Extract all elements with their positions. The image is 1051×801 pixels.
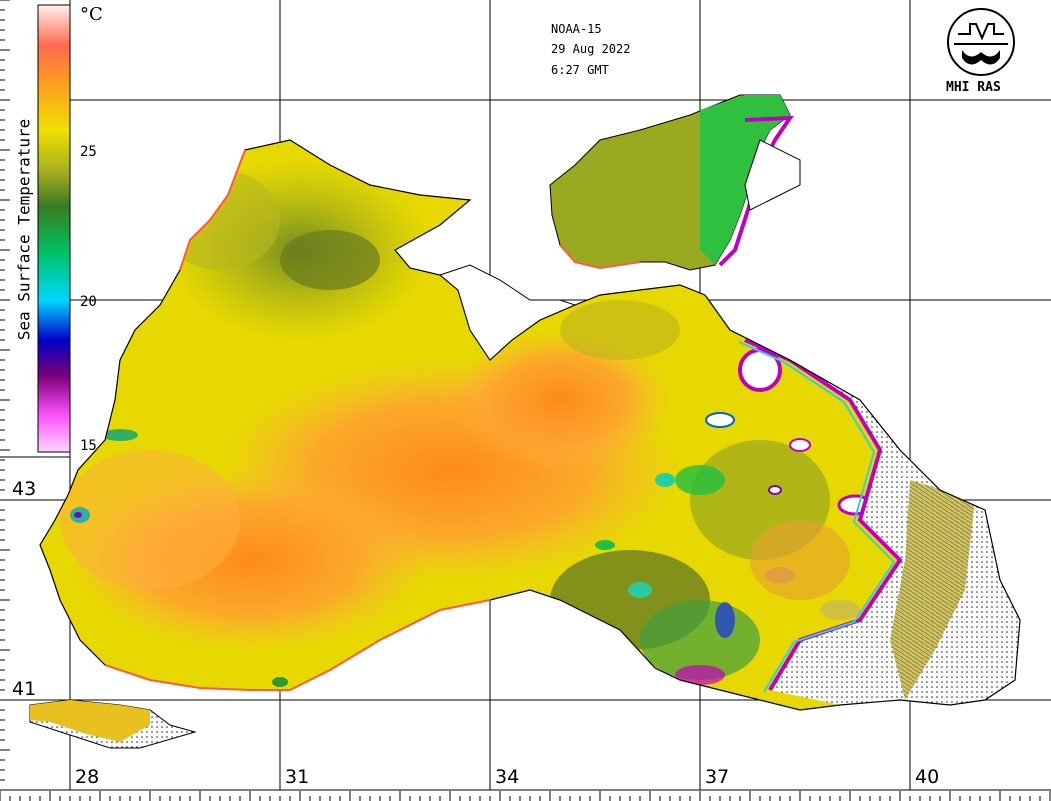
mhi-ras-logo-icon: [947, 8, 1015, 76]
lon-label-34: 34: [495, 766, 520, 788]
black-sea: [39, 139, 1021, 711]
lon-label-40: 40: [915, 766, 940, 788]
date-label: 29 Aug 2022: [551, 42, 631, 56]
lat-label-43: 43: [12, 478, 37, 500]
satellite-label: NOAA-15: [551, 22, 602, 36]
lon-label-37: 37: [705, 766, 730, 788]
logo-text: MHI RAS: [946, 80, 1001, 95]
lon-label-28: 28: [75, 766, 100, 788]
lon-label-31: 31: [285, 766, 310, 788]
colorbar-title: Sea Surface Temperature: [14, 118, 34, 341]
time-label: 6:27 GMT: [551, 63, 609, 77]
colorbar-tick-20: 20: [80, 294, 97, 310]
sea-of-azov: [549, 94, 801, 271]
crimea-land: [438, 264, 577, 361]
colorbar-unit: °C: [80, 4, 103, 25]
sea-of-marmara: [29, 699, 197, 749]
colorbar-tick-25: 25: [80, 144, 97, 160]
colorbar-tick-15: 15: [80, 438, 97, 454]
lat-label-41: 41: [12, 678, 37, 700]
colorbar: [37, 4, 71, 453]
